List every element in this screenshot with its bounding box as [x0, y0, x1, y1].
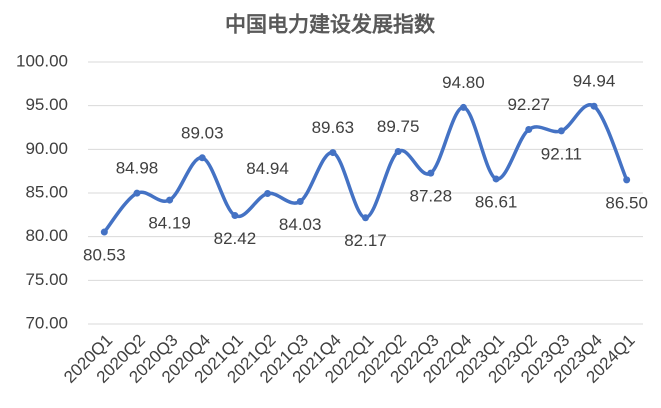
data-label: 84.94	[246, 159, 289, 178]
data-label: 82.42	[214, 229, 257, 248]
point	[590, 102, 598, 110]
y-tick-label: 75.00	[25, 270, 68, 289]
data-label: 80.53	[83, 246, 126, 265]
point	[459, 103, 467, 111]
y-tick-label: 70.00	[25, 313, 68, 332]
point	[394, 148, 402, 156]
point	[329, 149, 337, 157]
data-label: 89.63	[312, 118, 355, 137]
data-label: 84.98	[116, 159, 159, 178]
point	[492, 175, 500, 183]
data-label: 87.28	[410, 187, 453, 206]
y-tick-label: 90.00	[25, 139, 68, 158]
point	[198, 154, 206, 162]
point	[231, 212, 239, 220]
point	[264, 190, 272, 198]
y-tick-label: 95.00	[25, 95, 68, 114]
y-tick-label: 100.00	[16, 51, 68, 70]
point	[623, 176, 631, 184]
data-label: 92.27	[507, 95, 550, 114]
point	[525, 126, 533, 134]
point	[133, 189, 141, 197]
data-label: 89.03	[181, 123, 224, 142]
data-label: 94.94	[573, 72, 616, 91]
point	[362, 214, 369, 222]
data-label: 94.80	[442, 73, 485, 92]
point	[100, 228, 108, 236]
chart-title: 中国电力建设发展指数	[225, 13, 436, 37]
data-label: 86.50	[605, 193, 648, 212]
data-label: 84.19	[148, 214, 191, 233]
data-label: 84.03	[279, 215, 322, 234]
point	[557, 127, 565, 135]
data-label: 92.11	[541, 144, 582, 163]
point	[166, 196, 174, 204]
y-tick-label: 80.00	[25, 226, 68, 245]
y-tick-label: 85.00	[25, 182, 68, 201]
data-label: 86.61	[475, 192, 518, 211]
data-label: 89.75	[377, 117, 420, 136]
data-label: 82.17	[344, 231, 387, 250]
point	[427, 169, 435, 177]
point	[296, 197, 304, 205]
